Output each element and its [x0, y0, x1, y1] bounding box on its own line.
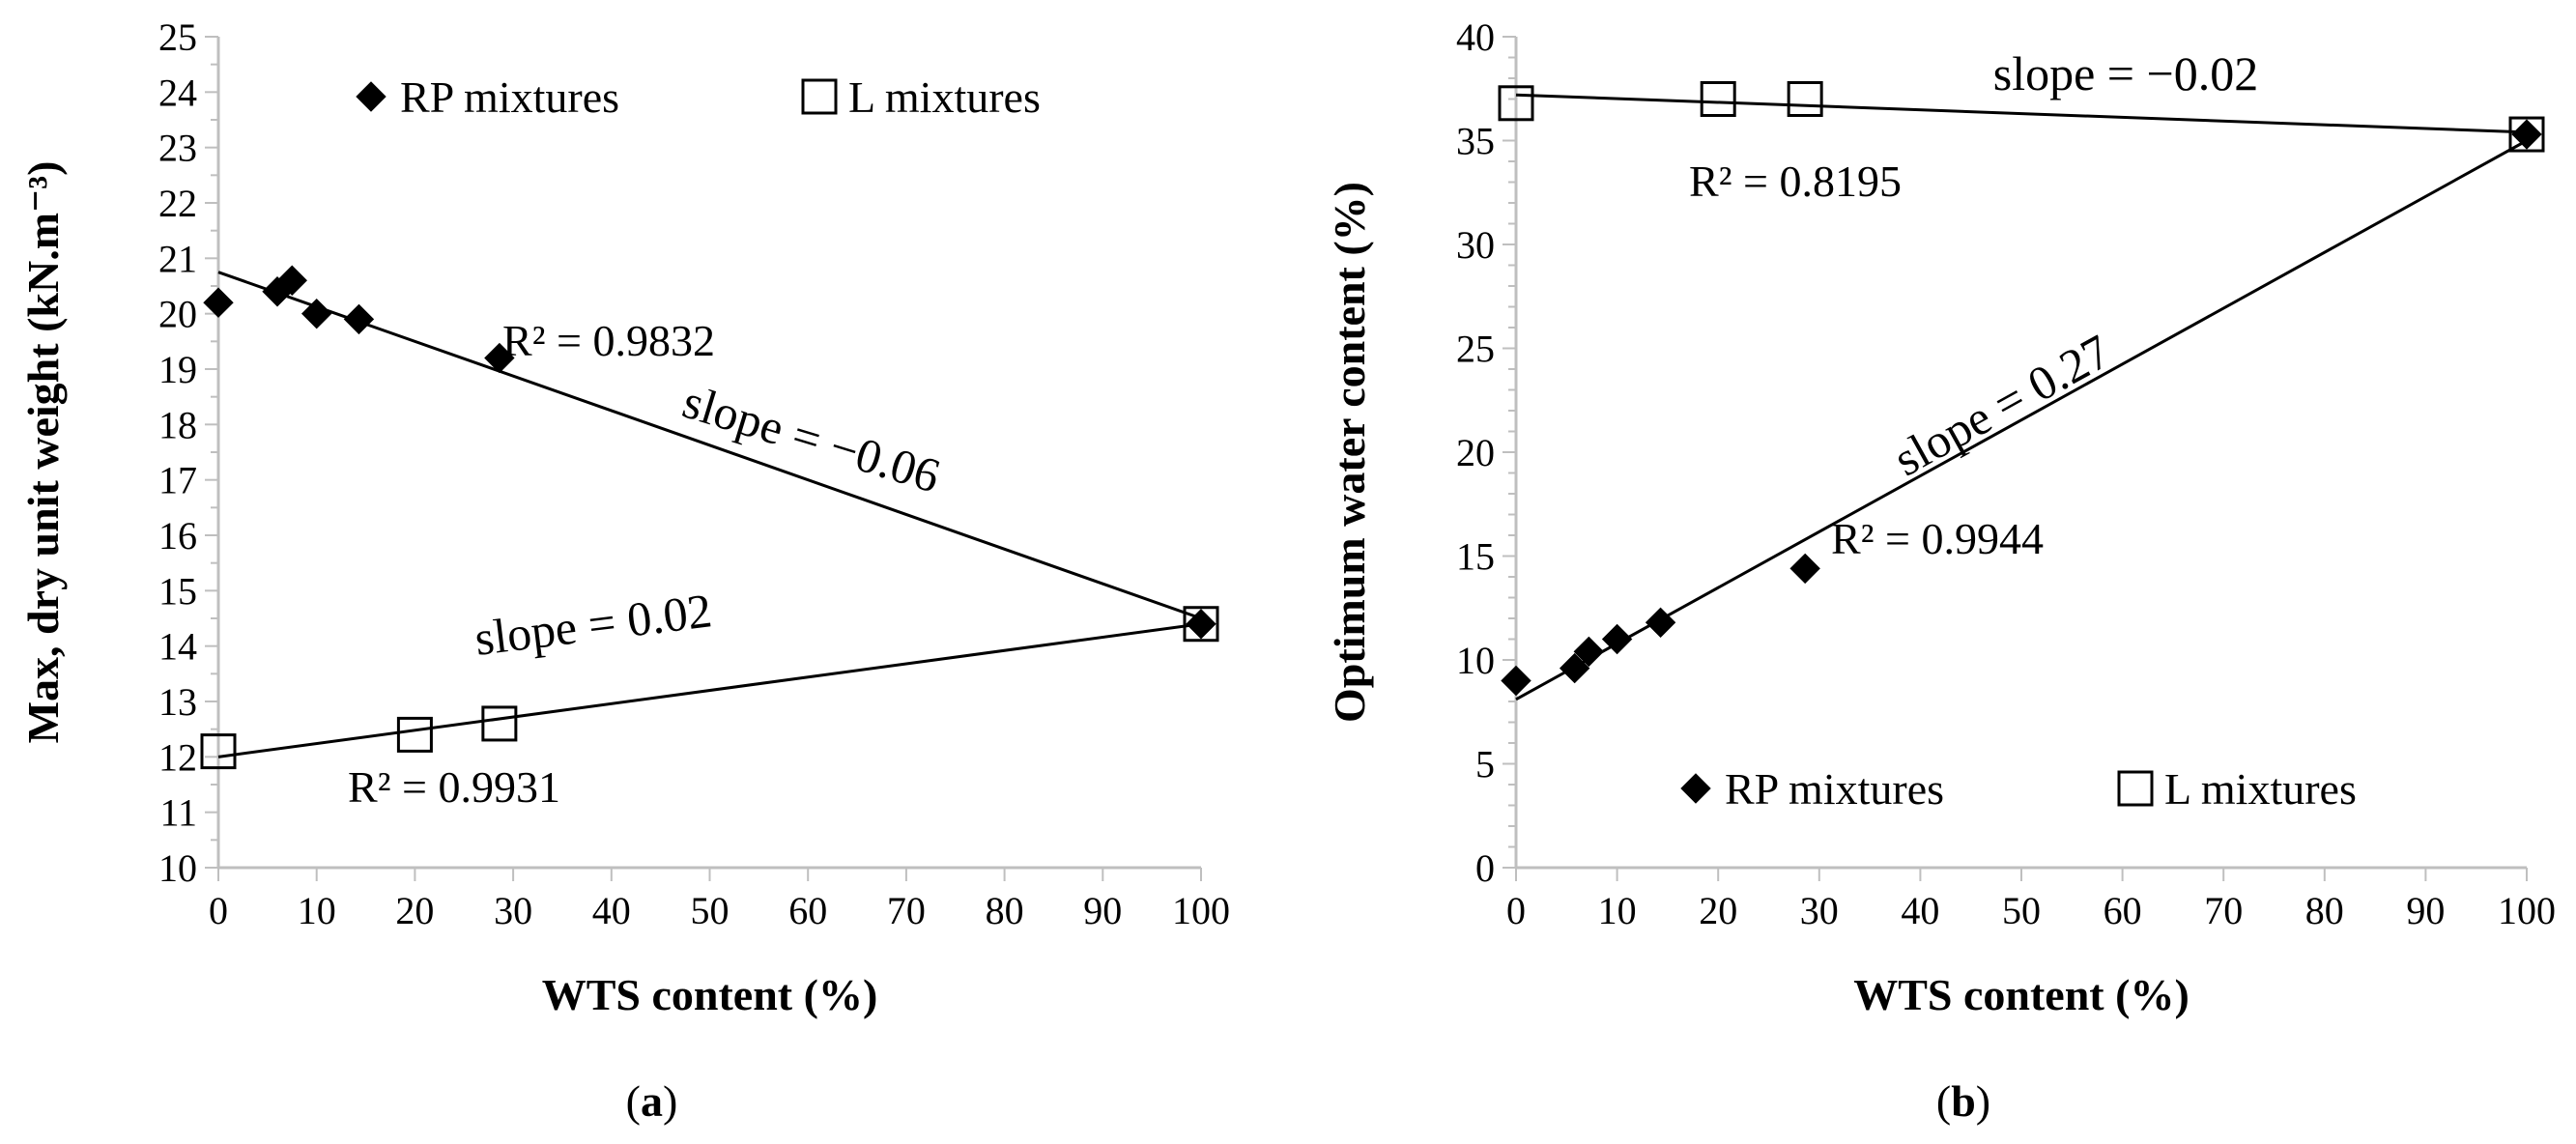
x-tick-label: 60 — [2104, 889, 2142, 932]
y-tick-label: 13 — [158, 680, 197, 724]
legend-label: L mixtures — [848, 72, 1041, 122]
x-axis-title: WTS content (%) — [542, 970, 878, 1019]
x-tick-label: 80 — [986, 889, 1024, 932]
rp-mixture-point — [1501, 665, 1531, 697]
y-axis-title: Max, dry unit weight (kN.m⁻³) — [18, 161, 68, 744]
x-tick-label: 50 — [691, 889, 730, 932]
y-tick-label: 35 — [1456, 120, 1495, 163]
y-tick-label: 21 — [158, 237, 197, 280]
slope-label: slope = −0.06 — [677, 374, 947, 503]
x-axis-title: WTS content (%) — [1853, 970, 2190, 1019]
legend-label: RP mixtures — [1725, 764, 1944, 814]
x-tick-label: 30 — [1800, 889, 1839, 932]
x-tick-label: 20 — [1699, 889, 1737, 932]
trendline — [1515, 93, 2528, 134]
legend-label: L mixtures — [2164, 764, 2357, 814]
x-tick-label: 40 — [1901, 889, 1939, 932]
panel-label: (b) — [1936, 1076, 1990, 1126]
panel-label: (a) — [626, 1076, 678, 1126]
rp-mixture-point — [1573, 636, 1605, 668]
legend-diamond-marker — [1680, 773, 1711, 804]
rp-mixture-point — [484, 342, 515, 374]
x-tick-label: 100 — [1172, 889, 1230, 932]
x-tick-label: 70 — [2204, 889, 2243, 932]
y-tick-label: 22 — [158, 182, 197, 225]
y-tick-label: 12 — [158, 735, 197, 779]
legend-label: RP mixtures — [400, 72, 619, 122]
rp-mixture-point — [2511, 119, 2542, 150]
y-tick-label: 10 — [1456, 639, 1495, 682]
y-tick-label: 24 — [158, 71, 197, 114]
y-axis-title: Optimum water content (%) — [1325, 182, 1374, 723]
rp-mixture-point — [1601, 623, 1633, 655]
slope-label: slope = 0.02 — [472, 583, 714, 666]
l-mixture-point — [1787, 81, 1823, 117]
y-tick-label: 19 — [158, 348, 197, 391]
y-tick-label: 11 — [159, 791, 197, 835]
y-tick-label: 23 — [158, 127, 197, 170]
legend-square-marker — [2117, 770, 2154, 807]
x-tick-label: 60 — [788, 889, 827, 932]
y-tick-label: 14 — [158, 625, 197, 669]
l-mixture-point — [1498, 85, 1534, 122]
x-tick-label: 90 — [2406, 889, 2445, 932]
r-squared-label: R² = 0.8195 — [1689, 157, 1902, 206]
y-tick-label: 25 — [158, 15, 197, 59]
x-tick-label: 10 — [1598, 889, 1637, 932]
x-tick-label: 10 — [298, 889, 336, 932]
y-tick-label: 10 — [158, 846, 197, 890]
legend: RP mixtures L mixtures — [1680, 764, 2357, 814]
x-tick-label: 100 — [2498, 889, 2556, 932]
y-tick-label: 17 — [158, 459, 197, 502]
x-tick-label: 0 — [1506, 889, 1526, 932]
r-squared-label: R² = 0.9944 — [1831, 514, 2044, 563]
y-tick-label: 40 — [1456, 15, 1495, 59]
x-tick-label: 0 — [209, 889, 228, 932]
x-tick-label: 20 — [395, 889, 434, 932]
rp-mixture-point — [1559, 652, 1590, 684]
slope-label: slope = −0.02 — [1993, 46, 2258, 100]
y-tick-label: 15 — [158, 569, 197, 613]
rp-mixture-point — [343, 303, 375, 335]
rp-mixture-point — [276, 265, 307, 296]
y-tick-label: 20 — [1456, 431, 1495, 474]
y-tick-label: 0 — [1475, 846, 1495, 890]
y-tick-label: 18 — [158, 403, 197, 446]
legend-diamond-marker — [356, 81, 386, 112]
x-tick-label: 40 — [592, 889, 631, 932]
trendline — [217, 622, 1202, 758]
x-tick-label: 30 — [494, 889, 532, 932]
x-tick-label: 70 — [887, 889, 926, 932]
rp-mixture-point — [203, 287, 234, 318]
legend-square-marker — [801, 78, 838, 115]
trendline — [217, 271, 1202, 620]
y-tick-label: 5 — [1475, 743, 1495, 786]
slope-label: slope = 0.27 — [1884, 324, 2119, 486]
l-mixture-point — [396, 716, 433, 753]
l-mixture-point — [2508, 116, 2545, 153]
panel-a: 10 11 12 13 14 15 16 17 18 19 20 21 22 23 24 25 0 10 20 30 4… — [18, 15, 1230, 1126]
l-mixture-point — [200, 733, 237, 770]
trendline — [1515, 139, 2528, 701]
l-mixture-point — [1700, 81, 1736, 117]
y-tick-label: 20 — [158, 293, 197, 336]
rp-mixture-point — [1789, 553, 1820, 585]
r-squared-label: R² = 0.9931 — [348, 762, 560, 812]
legend: RP mixtures L mixtures — [356, 72, 1041, 122]
panel-b: 0 5 10 15 20 25 30 35 40 0 10 20 30 40 50 60 70 80 90 100 WT… — [1325, 15, 2556, 1126]
y-tick-label: 15 — [1456, 535, 1495, 579]
x-tick-label: 50 — [2002, 889, 2041, 932]
rp-mixture-point — [301, 298, 332, 329]
y-tick-label: 25 — [1456, 328, 1495, 371]
y-tick-label: 30 — [1456, 223, 1495, 267]
r-squared-label: R² = 0.9832 — [502, 316, 715, 365]
rp-mixture-point — [1186, 609, 1216, 640]
x-tick-label: 80 — [2305, 889, 2344, 932]
x-tick-label: 90 — [1083, 889, 1122, 932]
y-tick-label: 16 — [158, 514, 197, 558]
rp-mixture-point — [1645, 607, 1676, 639]
l-mixture-point — [1183, 606, 1219, 643]
l-mixture-point — [481, 705, 518, 742]
